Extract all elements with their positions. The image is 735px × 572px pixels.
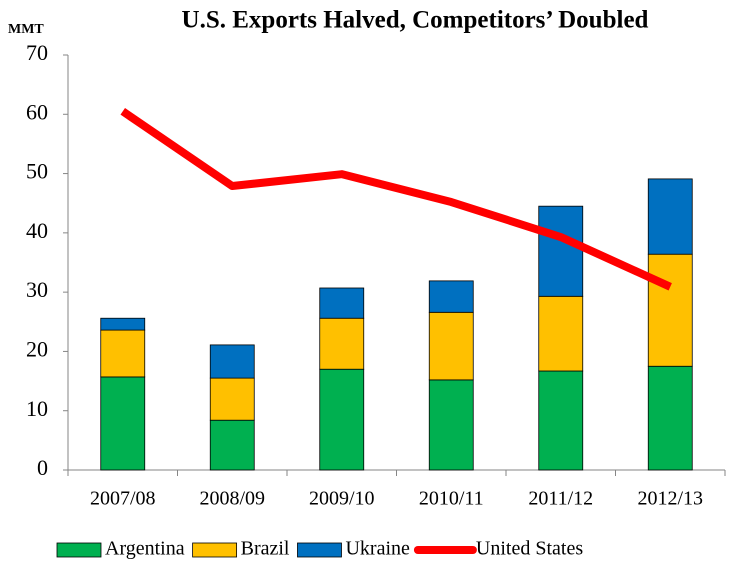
bar-segment (428, 280, 474, 313)
bar-segment (100, 317, 146, 331)
x-tick-label: 2010/11 (419, 488, 484, 510)
line (120, 108, 672, 291)
y-tick-label: 60 (26, 99, 48, 124)
y-tick-label: 10 (26, 396, 48, 421)
bar-segment (538, 370, 584, 471)
x-tick-label: 2011/12 (528, 488, 593, 510)
bar-segment (538, 205, 584, 297)
y-tick-label: 20 (26, 336, 48, 361)
legend-label: Argentina (105, 538, 185, 560)
legend-label: Ukraine (345, 538, 410, 560)
bar-segment (209, 377, 255, 421)
bar-segment (428, 379, 474, 471)
y-tick-label: 40 (26, 218, 48, 243)
y-axis-label: MMT (8, 22, 44, 37)
bar-segment (209, 419, 255, 471)
y-tick-label: 0 (37, 455, 48, 480)
x-tick-label: 2008/09 (199, 488, 265, 510)
legend-swatch (297, 542, 342, 558)
bar-segment (647, 253, 693, 367)
bar-segment (319, 368, 365, 471)
bar-segment (319, 317, 365, 370)
y-tick-label: 30 (26, 277, 48, 302)
x-tick-label: 2009/10 (309, 488, 375, 510)
chart-title: U.S. Exports Halved, Competitors’ Double… (182, 7, 649, 34)
legend-swatch (192, 542, 238, 558)
legend-label: Brazil (241, 538, 290, 560)
bar-segment (428, 311, 474, 381)
y-tick-label: 70 (26, 40, 48, 65)
bar-segment (319, 287, 365, 319)
bar-segment (209, 344, 255, 379)
x-tick-label: 2007/08 (90, 488, 156, 510)
bar-segment (538, 295, 584, 372)
legend-label: United States (476, 538, 583, 560)
x-tick-label: 2012/13 (637, 488, 703, 510)
bar-segment (647, 178, 693, 255)
bar-segment (647, 365, 693, 471)
legend-swatch (56, 542, 102, 558)
bar-segment (100, 329, 146, 378)
bar-segment (100, 376, 146, 471)
y-tick-label: 50 (26, 159, 48, 184)
